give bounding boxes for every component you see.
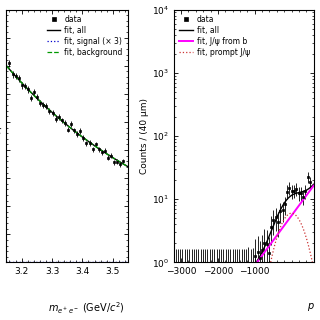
Text: $m_{e^+e^-}$ (GeV/$c^2$): $m_{e^+e^-}$ (GeV/$c^2$): [48, 301, 125, 316]
Y-axis label: $c$: $c$: [0, 126, 3, 136]
Y-axis label: Counts / (40 μm): Counts / (40 μm): [140, 98, 149, 174]
Legend: data, fit, all, fit, signal (× 3), fit, background: data, fit, all, fit, signal (× 3), fit, …: [45, 13, 124, 58]
Legend: data, fit, all, fit, J/ψ from b, fit, prompt J/ψ: data, fit, all, fit, J/ψ from b, fit, pr…: [178, 13, 251, 58]
Text: $p$: $p$: [307, 301, 314, 313]
